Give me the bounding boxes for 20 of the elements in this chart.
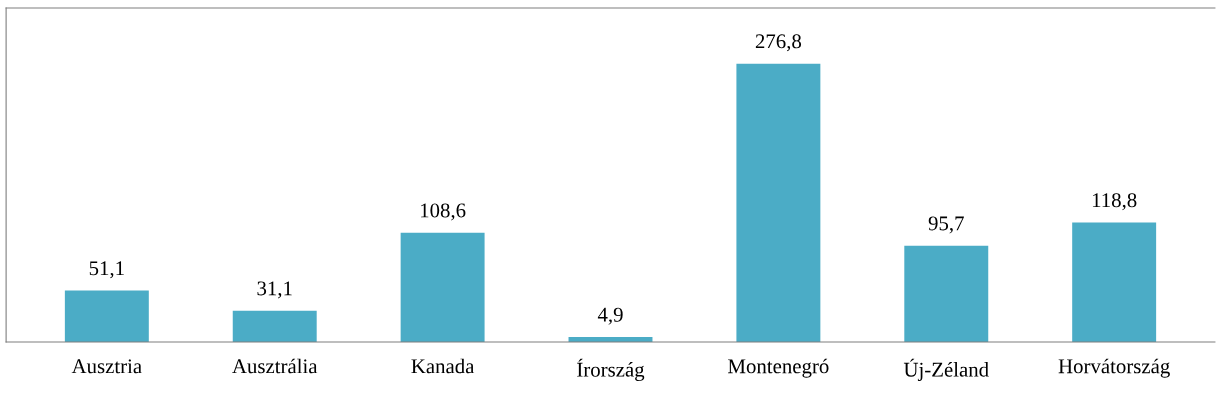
data-label: 31,1 — [257, 281, 292, 299]
x-tick-label: Ausztria — [71, 359, 142, 374]
data-label: 276,8 — [755, 34, 802, 52]
data-label: 108,6 — [421, 203, 466, 221]
x-tick-label: Kanada — [411, 358, 475, 374]
data-label: 4,9 — [597, 307, 623, 325]
bar — [232, 310, 317, 342]
data-label: 95,7 — [928, 216, 964, 234]
x-tick-label: Montenegró — [728, 358, 829, 378]
bar — [736, 63, 821, 342]
bar — [904, 245, 989, 342]
x-tick-label: Írország — [577, 358, 645, 381]
x-tick-label: Horvátország — [1058, 358, 1170, 378]
x-tick-label: Ausztrália — [232, 358, 318, 374]
x-tick-label: Új-Zéland — [903, 358, 989, 381]
bar — [400, 232, 485, 342]
data-label: 118,8 — [1092, 193, 1137, 211]
bar — [1072, 222, 1157, 342]
bar — [64, 290, 149, 342]
data-label: 51,1 — [89, 261, 124, 279]
